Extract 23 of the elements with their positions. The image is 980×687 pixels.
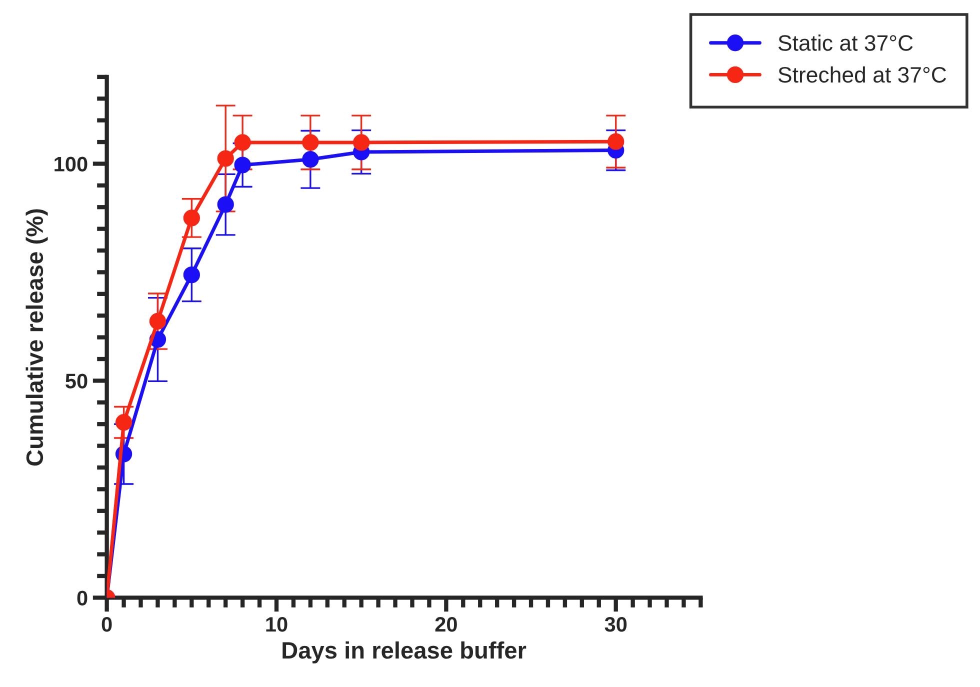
point: [234, 134, 251, 151]
y-tick-label: 100: [54, 156, 88, 172]
legend-label: Streched at 37°C: [778, 66, 946, 83]
y-tick-label: 0: [77, 590, 88, 606]
x-tick-label: 10: [266, 616, 288, 632]
point: [217, 196, 234, 213]
y-tick-label: 50: [66, 374, 88, 388]
point: [302, 151, 319, 168]
point: [234, 156, 251, 174]
x-tick-label: 0: [102, 616, 112, 632]
x-tick-label: 30: [604, 616, 627, 632]
x-axis-title: Days in release buffer: [282, 641, 526, 664]
point: [217, 150, 234, 167]
point: [302, 134, 319, 151]
point: [183, 210, 200, 226]
point: [183, 266, 200, 284]
legend-label: Static at 37°C: [778, 34, 913, 51]
point: [353, 134, 370, 151]
y-axis-title: Cumulative release (%): [26, 209, 48, 466]
point: [149, 312, 166, 330]
point: [115, 414, 132, 431]
x-tick-label: 20: [435, 616, 457, 632]
point: [608, 133, 624, 150]
